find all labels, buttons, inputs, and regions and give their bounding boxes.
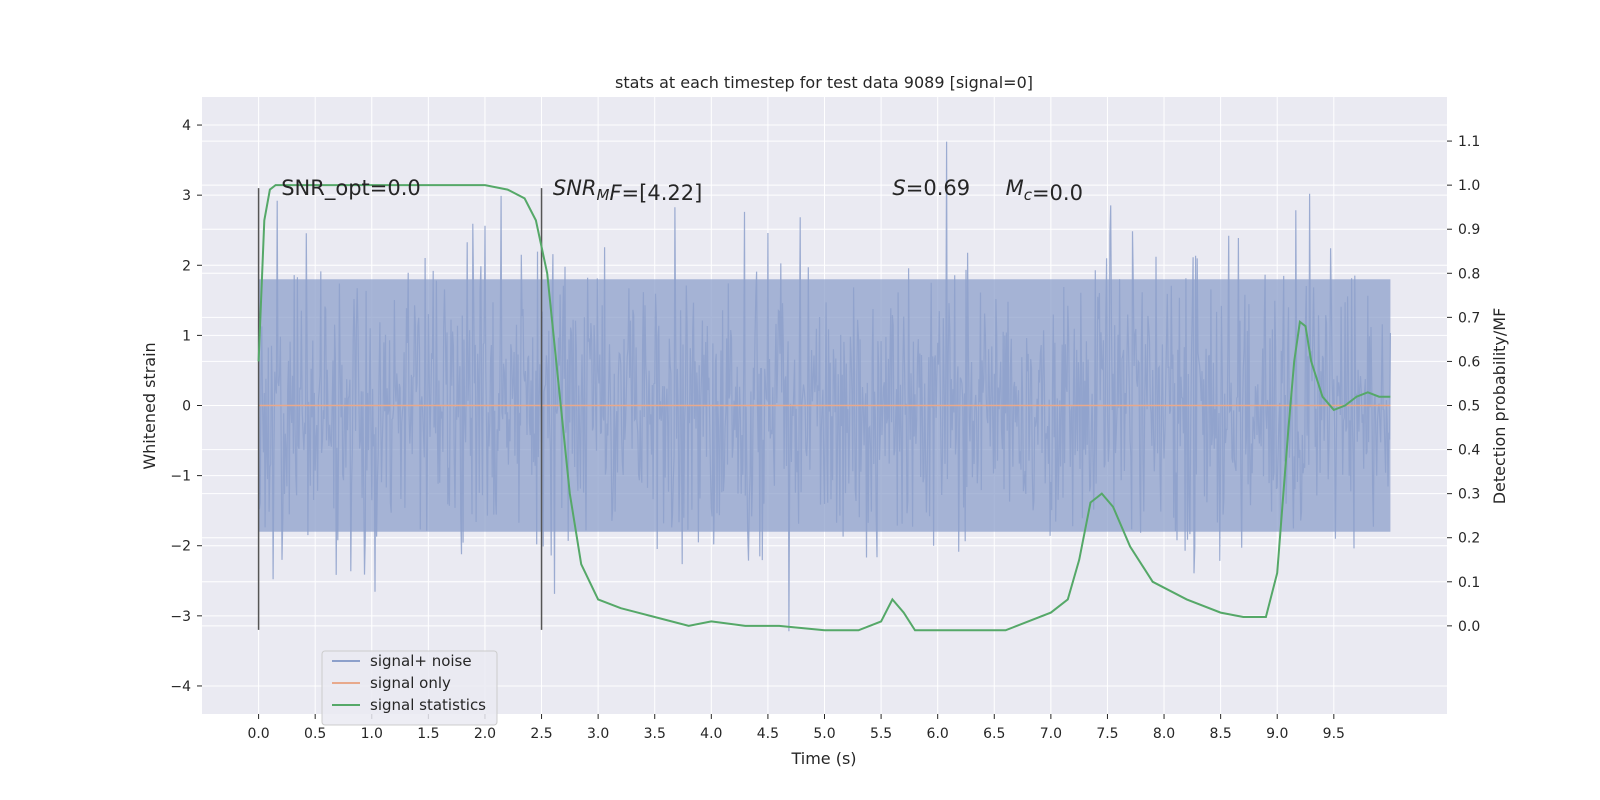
y2-tick-label: 1.0 [1458, 178, 1480, 194]
x-tick-label: 2.5 [530, 726, 552, 742]
x-axis-ticks: 0.0 0.5 1.0 1.5 2.0 2.5 3.0 3.5 4.0 4.5 5.0 5.5 6.0 6… [247, 714, 1345, 742]
y-tick-label: −2 [170, 539, 191, 555]
y-tick-label: 4 [182, 118, 191, 134]
x-tick-label: 4.0 [700, 726, 722, 742]
y2-axis-ticks: 1.1 1.0 0.9 0.8 0.7 0.6 0.5 0.4 0.3 0.2 0.1 0.0 [1447, 134, 1480, 635]
y2-tick-label: 1.1 [1458, 134, 1480, 150]
y2-tick-label: 0.8 [1458, 266, 1480, 282]
x-tick-label: 4.5 [757, 726, 779, 742]
y-tick-label: 2 [182, 258, 191, 274]
x-tick-label: 1.0 [361, 726, 383, 742]
y-tick-label: 3 [182, 188, 191, 204]
x-tick-label: 9.0 [1266, 726, 1288, 742]
annotations: SNR_opt=0.0 SNRMF=[4.22] S=0.69 Mc=0.0 [281, 176, 1083, 205]
x-tick-label: 8.5 [1210, 726, 1232, 742]
y2-tick-label: 0.5 [1458, 399, 1480, 415]
legend-label: signal statistics [370, 696, 486, 714]
y2-tick-label: 0.9 [1458, 222, 1480, 238]
y-tick-label: −4 [170, 679, 191, 695]
y2-tick-label: 0.7 [1458, 310, 1480, 326]
annotation-s-stat: S=0.69 [892, 176, 970, 200]
legend-label: signal only [370, 674, 451, 692]
annotation-snr-mf: SNRMF=[4.22] [553, 176, 702, 205]
x-tick-label: 0.5 [304, 726, 326, 742]
y-axis-ticks: 4 3 2 1 0 −1 −2 −3 −4 [170, 118, 202, 695]
x-axis-title: Time (s) [790, 749, 856, 768]
x-tick-label: 3.0 [587, 726, 609, 742]
y2-tick-label: 0.0 [1458, 619, 1480, 635]
x-tick-label: 1.5 [417, 726, 439, 742]
x-tick-label: 3.5 [644, 726, 666, 742]
y-tick-label: 0 [182, 399, 191, 415]
chart-title: stats at each timestep for test data 908… [615, 73, 1033, 92]
series-signal-statistics [257, 184, 1391, 632]
y2-tick-label: 0.2 [1458, 531, 1480, 547]
y2-tick-label: 0.6 [1458, 354, 1480, 370]
x-tick-label: 6.0 [927, 726, 949, 742]
x-tick-label: 9.5 [1323, 726, 1345, 742]
x-tick-label: 2.0 [474, 726, 496, 742]
x-tick-label: 8.0 [1153, 726, 1175, 742]
y-axis-title: Whitened strain [140, 342, 159, 469]
legend: signal+ noise signal only signal statistic… [321, 650, 498, 726]
y-tick-label: 1 [182, 328, 191, 344]
annotation-snr-opt: SNR_opt=0.0 [281, 176, 421, 201]
y2-axis-title: Detection probability/MF [1490, 308, 1509, 505]
legend-label: signal+ noise [370, 652, 472, 670]
legend-frame [321, 650, 498, 726]
marker-lines [257, 188, 543, 630]
x-tick-label: 5.5 [870, 726, 892, 742]
y2-tick-label: 0.1 [1458, 575, 1480, 591]
y-tick-label: −3 [170, 609, 191, 625]
y-tick-label: −1 [170, 469, 191, 485]
x-tick-label: 7.5 [1096, 726, 1118, 742]
y2-tick-label: 0.3 [1458, 487, 1480, 503]
x-tick-label: 5.0 [813, 726, 835, 742]
x-tick-label: 0.0 [247, 726, 269, 742]
x-tick-label: 7.0 [1040, 726, 1062, 742]
y2-tick-label: 0.4 [1458, 443, 1480, 459]
annotation-mc-stat: Mc=0.0 [1006, 176, 1083, 205]
x-tick-label: 6.5 [983, 726, 1005, 742]
